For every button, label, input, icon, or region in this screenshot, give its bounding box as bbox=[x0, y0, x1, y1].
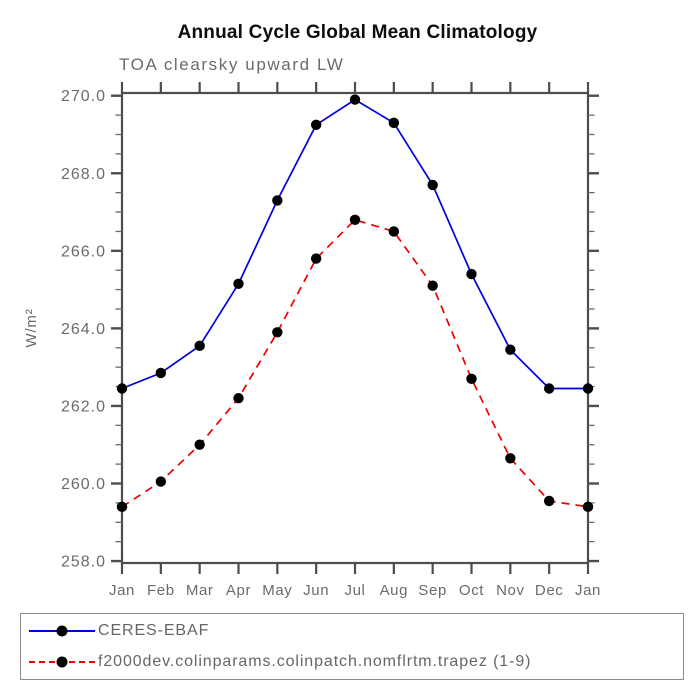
data-point-marker bbox=[233, 392, 244, 404]
x-axis-tick-label: Feb bbox=[147, 582, 175, 599]
x-axis-tick-label: Mar bbox=[186, 582, 214, 599]
legend-line-swatch-dashed bbox=[29, 656, 95, 668]
data-point-marker bbox=[233, 278, 244, 289]
data-point-marker bbox=[116, 383, 128, 394]
data-point-marker bbox=[194, 340, 205, 352]
y-axis-tick-label: 270.0 bbox=[61, 88, 106, 105]
data-point-marker bbox=[543, 495, 555, 507]
data-point-marker bbox=[582, 501, 594, 512]
legend-marker-dot-icon bbox=[56, 625, 68, 637]
legend-label: CERES-EBAF bbox=[98, 622, 210, 639]
data-point-marker bbox=[310, 253, 322, 264]
data-point-marker bbox=[194, 439, 205, 450]
x-axis-tick-label: Oct bbox=[459, 582, 484, 599]
plot-frame bbox=[120, 91, 590, 565]
legend-item-ceres: CERES-EBAF bbox=[21, 617, 683, 645]
x-axis-tick-label: Sep bbox=[418, 582, 447, 599]
data-point-marker bbox=[388, 117, 400, 129]
chart-title: Annual Cycle Global Mean Climatology bbox=[177, 22, 538, 43]
data-point-marker bbox=[466, 373, 477, 385]
data-point-marker bbox=[582, 383, 594, 394]
data-point-marker bbox=[272, 327, 283, 338]
x-axis-tick-label: Nov bbox=[496, 582, 524, 599]
legend-marker-dot-icon bbox=[56, 656, 68, 668]
data-point-marker bbox=[427, 280, 438, 291]
data-point-marker bbox=[505, 344, 516, 355]
data-point-marker bbox=[116, 501, 128, 512]
chart-subtitle: TOA clearsky upward LW bbox=[119, 55, 345, 74]
legend-label: f2000dev.colinparams.colinpatch.nomflrtm… bbox=[98, 653, 532, 670]
y-axis-tick-label: 266.0 bbox=[61, 243, 106, 260]
data-point-marker bbox=[310, 119, 322, 130]
x-axis-tick-label: Jul bbox=[345, 582, 366, 599]
x-axis-tick-label: Jun bbox=[303, 582, 329, 599]
legend-item-model: f2000dev.colinparams.colinpatch.nomflrtm… bbox=[21, 648, 683, 676]
legend: CERES-EBAF f2000dev.colinparams.colinpat… bbox=[20, 613, 684, 680]
y-axis-tick-label: 264.0 bbox=[61, 321, 106, 338]
data-point-marker bbox=[427, 179, 438, 191]
y-axis-tick-label: 260.0 bbox=[61, 476, 106, 493]
data-point-marker bbox=[388, 226, 400, 237]
series-line-1 bbox=[121, 218, 589, 508]
data-point-marker bbox=[505, 453, 516, 464]
x-axis-tick-label: May bbox=[262, 582, 292, 599]
legend-line-swatch-solid bbox=[29, 625, 95, 637]
y-axis-tick-label: 258.0 bbox=[61, 554, 106, 571]
data-point-marker bbox=[349, 214, 361, 226]
series-line-0 bbox=[121, 98, 588, 390]
y-axis-tick-label: 268.0 bbox=[61, 166, 106, 183]
data-point-marker bbox=[272, 195, 283, 206]
x-axis-tick-label: Apr bbox=[226, 582, 251, 599]
x-axis-tick-label: Dec bbox=[535, 582, 563, 599]
data-point-marker bbox=[155, 367, 167, 379]
x-axis-tick-label: Jan bbox=[109, 582, 135, 599]
data-point-marker bbox=[349, 94, 361, 105]
plot-canvas: Jan Feb Mar Apr May Jun Jul Aug Sep Oct Nov Dec Jan2… bbox=[61, 82, 601, 599]
x-axis-tick-label: Jan bbox=[575, 582, 601, 599]
data-point-marker bbox=[543, 383, 555, 394]
data-point-marker bbox=[155, 476, 167, 487]
y-axis-tick-label: 262.0 bbox=[61, 398, 106, 415]
data-point-marker bbox=[466, 268, 477, 280]
x-axis-tick-label: Aug bbox=[380, 582, 409, 599]
